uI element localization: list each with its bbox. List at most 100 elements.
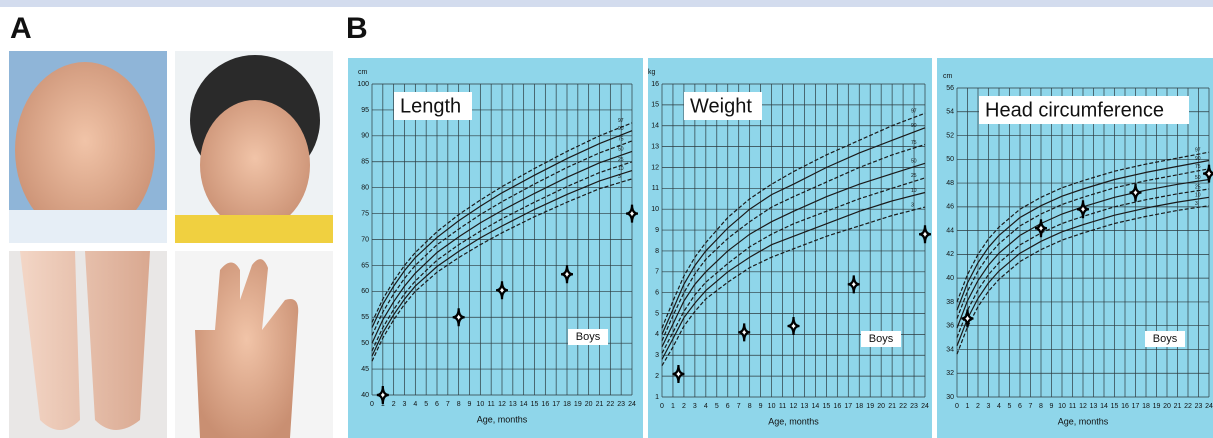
y-unit: kg (648, 69, 656, 76)
x-tick-label: 20 (877, 403, 885, 410)
percentile-label: 50 (911, 159, 917, 165)
x-tick-label: 8 (457, 401, 461, 408)
annotation: Boys (869, 333, 894, 345)
y-tick-label: 7 (655, 269, 659, 276)
y-tick-label: 40 (946, 275, 954, 282)
x-tick-label: 15 (1111, 403, 1119, 410)
y-tick-label: 55 (361, 314, 369, 321)
x-tick-label: 3 (403, 401, 407, 408)
y-tick-label: 60 (361, 288, 369, 295)
x-tick-label: 3 (693, 403, 697, 410)
percentile-label: 25 (1195, 184, 1201, 190)
chart-title: Head circumference (985, 99, 1164, 121)
x-tick-label: 7 (737, 403, 741, 410)
y-tick-label: 2 (655, 373, 659, 380)
y-tick-label: 34 (946, 346, 954, 353)
y-tick-label: 46 (946, 204, 954, 211)
photo-cloth (175, 215, 333, 243)
x-tick-label: 13 (801, 403, 809, 410)
x-tick-label: 18 (855, 403, 863, 410)
percentile-label: 90 (618, 126, 624, 132)
x-tick-label: 15 (531, 401, 539, 408)
x-tick-label: 8 (748, 403, 752, 410)
chart-background (348, 58, 643, 438)
x-tick-label: 6 (1018, 403, 1022, 410)
y-tick-label: 16 (651, 81, 659, 88)
y-tick-label: 50 (946, 156, 954, 163)
percentile-label: 10 (911, 188, 917, 194)
x-tick-label: 10 (476, 401, 484, 408)
panel-label: A (10, 12, 32, 45)
x-tick-label: 1 (671, 403, 675, 410)
percentile-label: 50 (618, 147, 624, 153)
chart-title: Length (400, 95, 461, 117)
percentile-label: 75 (1195, 164, 1201, 170)
x-tick-label: 11 (488, 401, 495, 408)
x-tick-label: 22 (606, 401, 614, 408)
y-tick-label: 38 (946, 299, 954, 306)
y-tick-label: 11 (652, 185, 659, 192)
x-tick-label: 20 (585, 401, 593, 408)
y-tick-label: 95 (361, 107, 369, 114)
x-tick-label: 22 (1184, 403, 1192, 410)
percentile-label: 97 (1195, 148, 1201, 154)
y-tick-label: 65 (361, 262, 369, 269)
y-tick-label: 1 (655, 394, 659, 401)
x-tick-label: 9 (468, 401, 472, 408)
y-tick-label: 6 (655, 290, 659, 297)
y-tick-label: 5 (655, 310, 659, 317)
y-tick-label: 85 (361, 159, 369, 166)
percentile-label: 10 (1195, 193, 1201, 199)
y-tick-label: 30 (946, 394, 954, 401)
x-tick-label: 19 (574, 401, 582, 408)
top-band (0, 0, 1213, 7)
x-tick-label: 2 (392, 401, 396, 408)
x-tick-label: 0 (370, 401, 374, 408)
x-tick-label: 18 (1142, 403, 1150, 410)
x-axis-label: Age, months (1058, 416, 1109, 426)
percentile-label: 3 (911, 202, 914, 208)
x-tick-label: 24 (1205, 403, 1213, 410)
x-tick-label: 8 (1039, 403, 1043, 410)
y-tick-label: 9 (655, 227, 659, 234)
x-tick-label: 0 (660, 403, 664, 410)
y-tick-label: 13 (651, 143, 659, 150)
x-tick-label: 14 (520, 401, 528, 408)
y-tick-label: 100 (357, 81, 369, 88)
percentile-label: 10 (618, 166, 624, 172)
panel-label: B (346, 12, 368, 45)
y-unit: cm (943, 73, 953, 80)
x-tick-label: 16 (1121, 403, 1129, 410)
x-tick-label: 5 (1008, 403, 1012, 410)
x-tick-label: 4 (413, 401, 417, 408)
x-tick-label: 11 (779, 403, 786, 410)
x-tick-label: 21 (596, 401, 604, 408)
y-tick-label: 90 (361, 133, 369, 140)
photo-cloth (9, 210, 167, 243)
x-tick-label: 4 (704, 403, 708, 410)
x-tick-label: 5 (715, 403, 719, 410)
x-tick-label: 2 (682, 403, 686, 410)
y-tick-label: 12 (651, 164, 659, 171)
x-tick-label: 21 (1174, 403, 1182, 410)
x-tick-label: 12 (790, 403, 798, 410)
y-tick-label: 42 (946, 251, 954, 258)
x-tick-label: 16 (541, 401, 549, 408)
y-unit: cm (358, 69, 368, 76)
y-tick-label: 44 (946, 227, 954, 234)
y-tick-label: 80 (361, 185, 369, 192)
photo-face (200, 100, 310, 230)
x-tick-label: 3 (987, 403, 991, 410)
y-tick-label: 50 (361, 340, 369, 347)
x-tick-label: 6 (435, 401, 439, 408)
x-axis-label: Age, months (768, 416, 819, 426)
x-tick-label: 5 (424, 401, 428, 408)
y-tick-label: 8 (655, 248, 659, 255)
x-tick-label: 2 (976, 403, 980, 410)
percentile-label: 3 (1195, 201, 1198, 207)
x-tick-label: 17 (1132, 403, 1140, 410)
x-tick-label: 24 (921, 403, 929, 410)
percentile-label: 3 (618, 174, 621, 180)
